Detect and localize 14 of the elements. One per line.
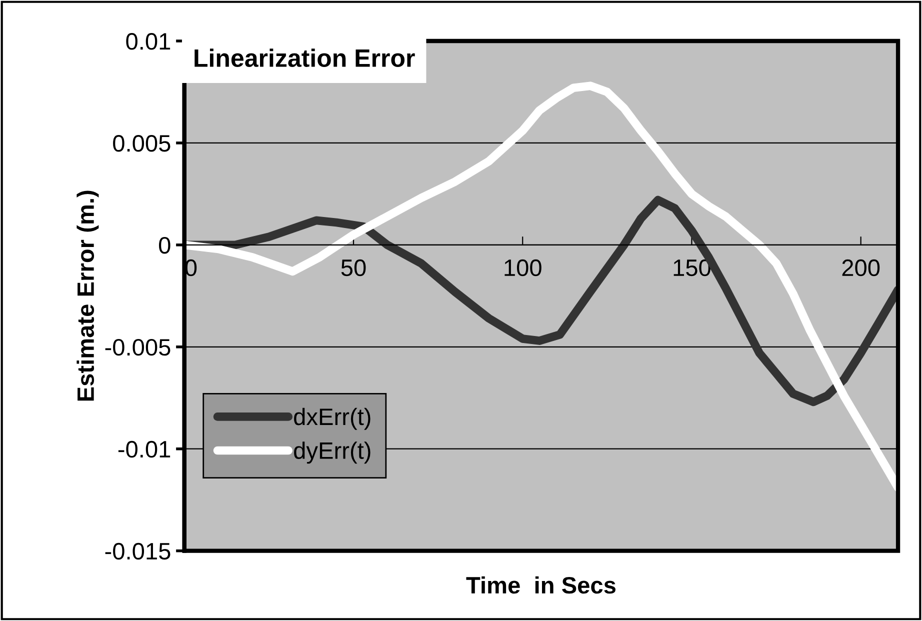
x-tick-label: 100 <box>504 259 542 276</box>
x-tick-label: 200 <box>842 259 880 276</box>
y-tick-label: 0.005 <box>113 135 170 152</box>
y-tick-label: -0.01 <box>118 440 170 458</box>
legend-label: dyErr(t) <box>294 442 370 464</box>
x-tick-label: 50 <box>341 259 366 276</box>
x-axis-title: Time in Secs <box>466 576 616 594</box>
chart-title: Linearization Error <box>194 48 415 67</box>
legend-label: dxErr(t) <box>294 408 370 430</box>
y-tick-label: -0.015 <box>105 542 170 560</box>
y-axis-title: Estimate Error (m.) <box>76 190 99 401</box>
y-tick-label: -0.005 <box>105 338 170 356</box>
y-tick-label: 0 <box>159 236 170 254</box>
y-tick-label: 0.01 <box>126 33 170 50</box>
